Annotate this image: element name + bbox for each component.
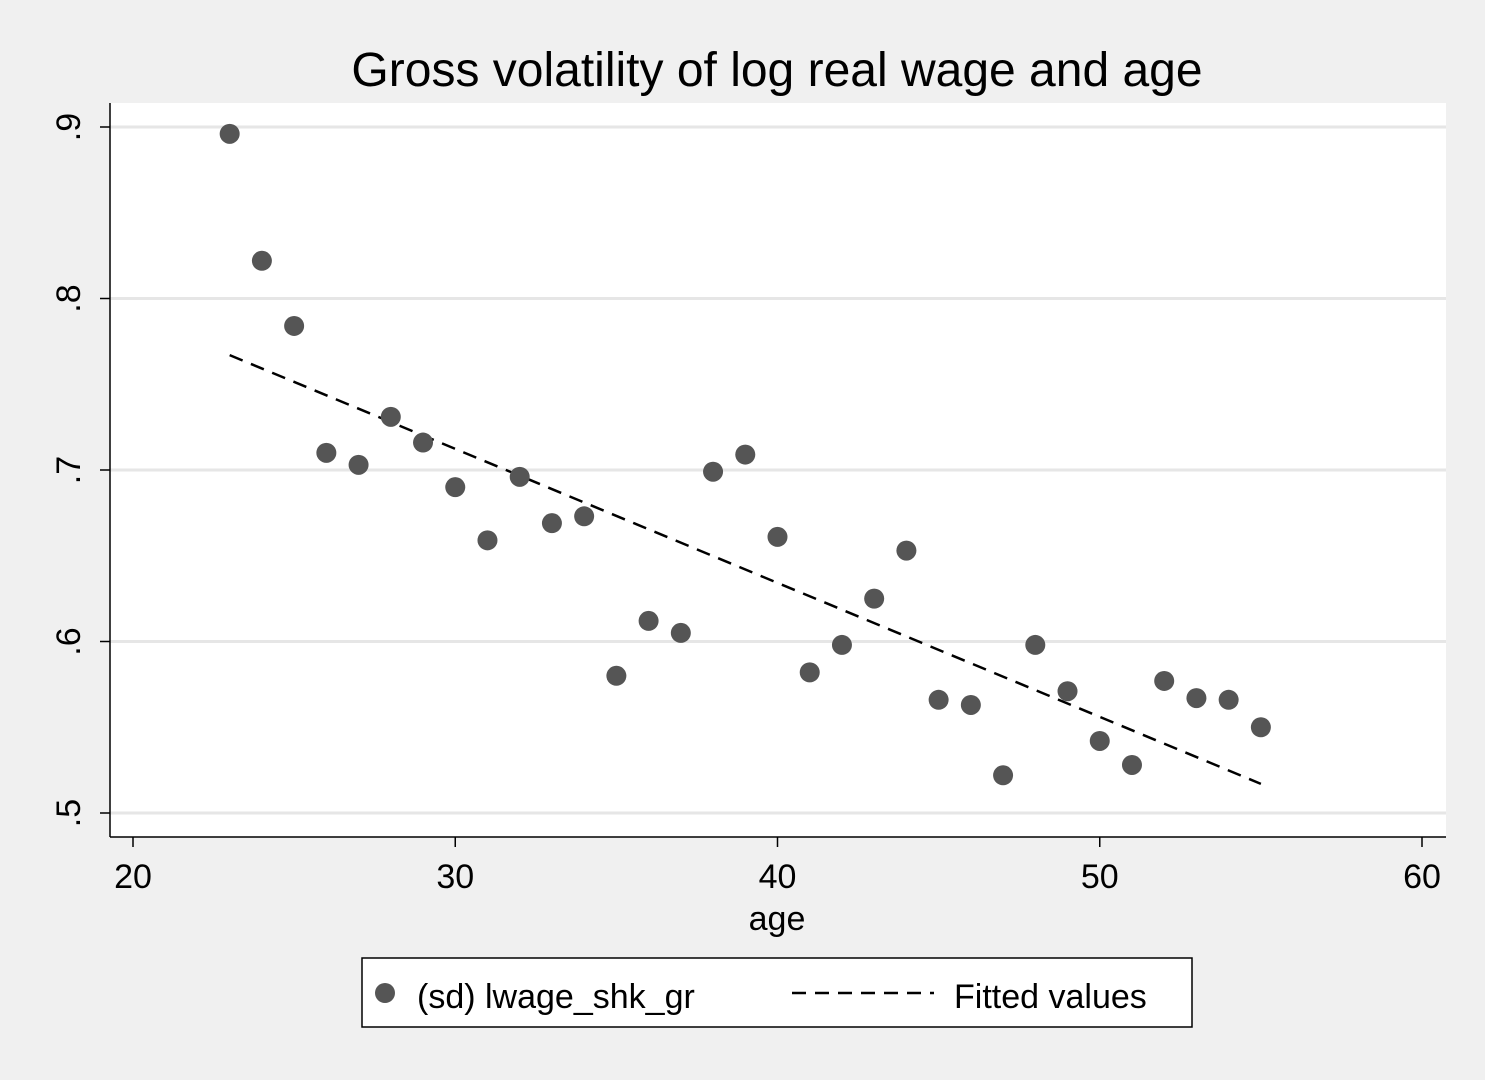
legend-box <box>361 957 1193 1028</box>
data-point <box>864 588 885 609</box>
data-point <box>219 123 240 144</box>
data-point <box>251 250 272 271</box>
data-point <box>896 540 917 561</box>
data-point <box>928 689 949 710</box>
legend-marker-scatter <box>375 983 395 1003</box>
x-tick-label: 30 <box>436 858 474 896</box>
y-tick-label: .5 <box>50 799 88 827</box>
data-point <box>509 466 530 487</box>
data-point <box>767 526 788 547</box>
data-point <box>1089 730 1110 751</box>
x-tick-label: 60 <box>1403 858 1441 896</box>
gridlines <box>110 125 1446 815</box>
data-point <box>574 506 595 527</box>
legend-label-fitted: Fitted values <box>954 978 1147 1016</box>
data-point <box>541 513 562 534</box>
data-point <box>445 477 466 498</box>
y-tick-label: .7 <box>50 456 88 484</box>
fitted-values-line <box>229 353 1262 785</box>
x-axis-label: age <box>749 900 806 938</box>
x-tick-label: 20 <box>114 858 152 896</box>
data-point <box>799 662 820 683</box>
data-point <box>348 454 369 475</box>
y-tick-label: .9 <box>50 113 88 141</box>
data-point <box>380 406 401 427</box>
data-point <box>703 461 724 482</box>
x-axis-ticks: 20 30 40 50 60 <box>114 837 1441 896</box>
data-point <box>316 442 337 463</box>
data-point <box>1057 681 1078 702</box>
data-point <box>670 622 691 643</box>
legend: (sd) lwage_shk_gr Fitted values <box>361 957 1193 1028</box>
y-tick-label: .8 <box>50 284 88 312</box>
data-point <box>284 315 305 336</box>
y-axis-ticks: .5 .6 .7 .8 .9 <box>50 113 110 827</box>
x-tick-label: 50 <box>1081 858 1119 896</box>
scatter-points-layer <box>219 123 1271 786</box>
data-point <box>606 665 627 686</box>
data-point <box>1218 689 1239 710</box>
data-point <box>735 444 756 465</box>
data-point <box>960 694 981 715</box>
data-point <box>1025 634 1046 655</box>
data-point <box>1121 754 1142 775</box>
data-point <box>1154 670 1175 691</box>
data-point <box>993 765 1014 786</box>
x-tick-label: 40 <box>759 858 797 896</box>
data-point <box>831 634 852 655</box>
data-point <box>1250 717 1271 738</box>
legend-label-scatter: (sd) lwage_shk_gr <box>417 978 695 1016</box>
data-point <box>638 610 659 631</box>
chart-title: Gross volatility of log real wage and ag… <box>351 44 1202 97</box>
data-point <box>477 530 498 551</box>
fitted-line-layer <box>229 353 1262 785</box>
data-point <box>1186 688 1207 709</box>
y-tick-label: .6 <box>50 627 88 655</box>
data-point <box>413 432 434 453</box>
